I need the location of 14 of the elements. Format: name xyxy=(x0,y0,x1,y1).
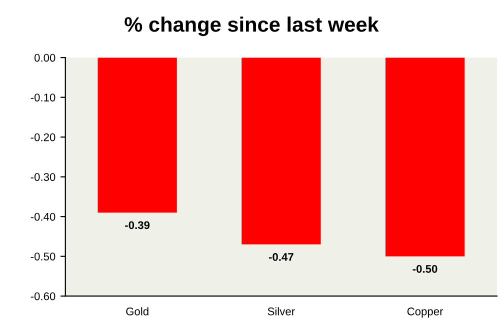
y-tick-label: -0.20 xyxy=(30,133,56,142)
data-label: -0.50 xyxy=(412,264,438,273)
y-tick-label: -0.30 xyxy=(30,173,56,181)
x-tick-label: Gold xyxy=(126,307,148,316)
data-label: -0.39 xyxy=(125,221,150,230)
y-tick-label: 0.00 xyxy=(34,54,56,62)
y-tick-label: -0.40 xyxy=(30,212,56,221)
y-tick-label: -0.50 xyxy=(30,252,56,260)
chart-title: % change since last week xyxy=(124,16,379,36)
y-tick-label: -0.60 xyxy=(30,292,56,300)
y-tick-label: -0.10 xyxy=(30,94,56,102)
data-label: -0.47 xyxy=(268,253,294,261)
x-tick-label: Silver xyxy=(268,307,295,316)
x-tick-label: Copper xyxy=(407,308,444,318)
